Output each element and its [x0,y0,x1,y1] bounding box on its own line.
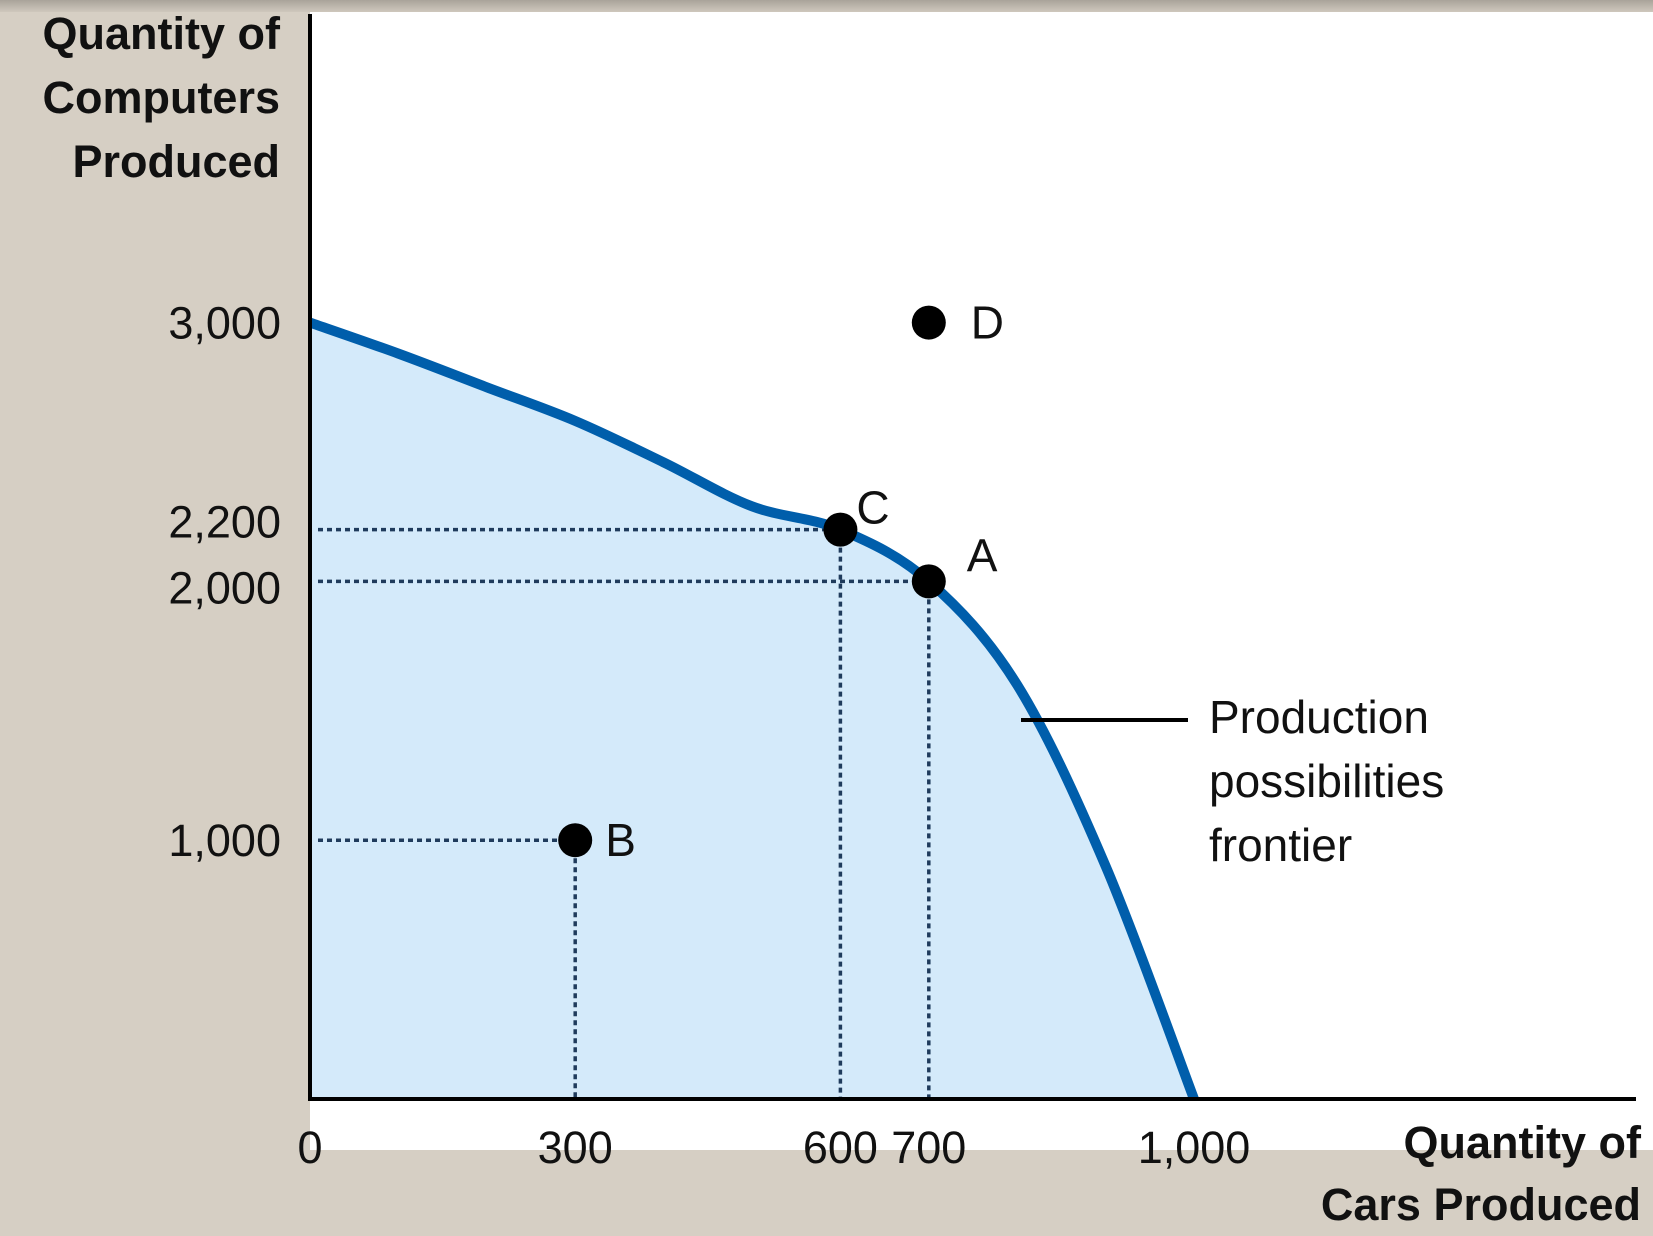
point-label-a: A [967,529,998,581]
point-b [558,823,593,858]
y-axis-title-line: Produced [72,136,280,187]
y-axis-title-line: Computers [42,72,280,123]
point-a [911,564,946,599]
point-d [911,305,946,340]
point-c [823,512,858,547]
y-tick-label: 2,000 [168,562,281,613]
x-tick-label: 700 [891,1122,966,1173]
x-axis-title-line: Quantity of [1403,1117,1641,1168]
feasible-region [310,322,1194,1100]
y-axis-title: Quantity of Computers Produced [8,2,280,194]
x-axis-title: Quantity of Cars Produced [1321,1112,1641,1236]
point-label-d: D [971,297,1004,349]
legend-label-line: Production [1209,691,1429,743]
x-axis-title-line: Cars Produced [1320,1179,1641,1230]
legend-label-line: frontier [1209,819,1352,871]
x-tick-label: 1,000 [1138,1122,1251,1173]
y-tick-label: 1,000 [168,815,281,866]
y-axis-title-line: Quantity of [42,8,280,59]
top-border [0,0,1653,12]
legend-label-line: possibilities [1209,755,1444,807]
y-tick-label: 2,200 [168,497,281,548]
frontier-curve [308,317,1199,1101]
x-tick-label: 0 [297,1122,322,1173]
point-label-c: C [856,482,889,534]
point-label-b: B [605,814,636,866]
x-tick-label: 300 [538,1122,613,1173]
x-tick-label: 600 [803,1122,878,1173]
y-tick-label: 3,000 [168,298,281,349]
